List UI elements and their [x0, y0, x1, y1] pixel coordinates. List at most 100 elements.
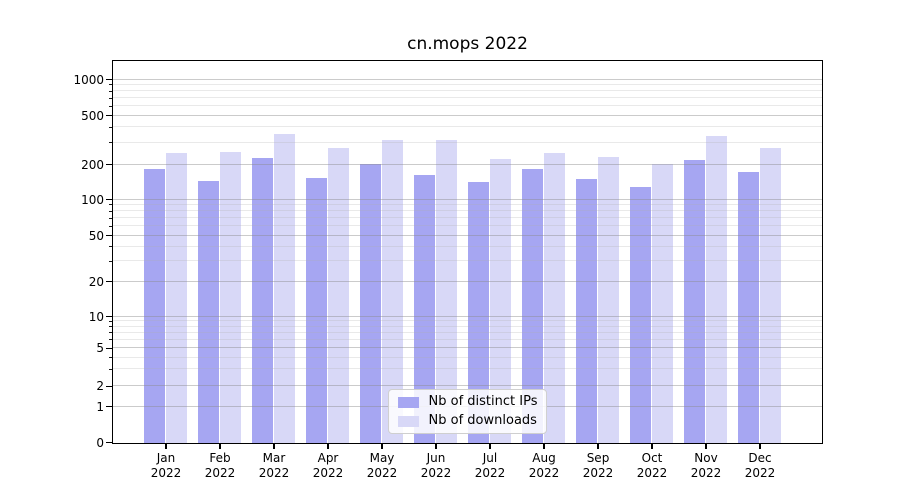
y-minor-tick-mark — [108, 210, 112, 212]
chart-title: cn.mops 2022 — [407, 34, 528, 54]
x-tick-month: Oct — [641, 450, 663, 465]
bar-downloads — [273, 134, 295, 443]
bar-distinct-ips — [414, 174, 436, 443]
y-tick-mark — [106, 78, 112, 81]
legend: Nb of distinct IPs Nb of downloads — [387, 389, 548, 434]
y-tick-label: 20 — [88, 274, 104, 289]
x-tick-month: Feb — [209, 450, 231, 465]
bar-distinct-ips — [522, 169, 544, 443]
x-tick-label: Feb 2022 — [190, 451, 250, 481]
y-minor-tick-mark — [108, 320, 112, 322]
y-minor-tick-mark — [108, 217, 112, 219]
bar-distinct-ips — [468, 181, 490, 443]
x-tick-month: Dec — [748, 450, 772, 465]
y-minor-tick-mark — [108, 368, 112, 370]
x-tick-label: May 2022 — [352, 451, 412, 481]
legend-label-downloads: Nb of downloads — [428, 413, 537, 428]
bar-downloads — [543, 153, 565, 443]
legend-item-downloads: Nb of downloads — [397, 413, 538, 429]
legend-item-distinct-ips: Nb of distinct IPs — [397, 394, 537, 410]
x-tick-mark — [381, 444, 383, 449]
x-tick-label: Nov 2022 — [676, 451, 736, 481]
x-tick-year: 2022 — [582, 465, 614, 480]
bar-downloads — [705, 135, 727, 443]
x-tick-mark — [273, 444, 275, 449]
y-minor-tick-mark — [108, 326, 112, 328]
y-tick-label: 10 — [88, 309, 104, 324]
bars-layer — [113, 61, 822, 443]
x-tick-year: 2022 — [150, 465, 182, 480]
y-minor-tick-mark — [108, 246, 112, 248]
bar-downloads — [489, 158, 511, 443]
x-tick-label: Jul 2022 — [460, 451, 520, 481]
y-tick-mark — [106, 406, 112, 408]
x-tick-mark — [759, 444, 761, 449]
x-tick-label: Dec 2022 — [730, 451, 790, 481]
y-tick-label: 100 — [81, 192, 104, 207]
x-tick-label: Apr 2022 — [298, 451, 358, 481]
plot-area: Nb of distinct IPs Nb of downloads — [112, 60, 823, 444]
y-tick-mark — [106, 315, 112, 318]
y-tick-label: 50 — [88, 228, 104, 243]
y-minor-tick-mark — [108, 260, 112, 262]
y-tick-label: 500 — [81, 108, 104, 123]
y-minor-tick-mark — [108, 90, 112, 92]
bar-distinct-ips — [306, 177, 328, 443]
legend-swatch-distinct-ips-icon — [397, 396, 419, 408]
bar-downloads — [435, 139, 457, 443]
bar-downloads — [165, 153, 187, 443]
bar-downloads — [327, 147, 349, 443]
y-minor-tick-mark — [108, 225, 112, 227]
y-tick-mark — [106, 234, 112, 237]
x-tick-year: 2022 — [420, 465, 452, 480]
x-tick-label: Jan 2022 — [136, 451, 196, 481]
bar-downloads — [651, 164, 673, 443]
x-tick-year: 2022 — [474, 465, 506, 480]
bar-downloads — [597, 157, 619, 443]
x-tick-year: 2022 — [636, 465, 668, 480]
x-tick-month: Jan — [156, 450, 176, 465]
x-tick-mark — [165, 444, 167, 449]
x-tick-mark — [489, 444, 491, 449]
y-tick-mark — [106, 347, 112, 349]
bar-distinct-ips — [144, 168, 166, 443]
y-tick-mark — [106, 385, 112, 387]
y-minor-tick-mark — [108, 142, 112, 144]
x-tick-month: Mar — [262, 450, 286, 465]
bar-downloads — [381, 139, 403, 443]
bar-downloads — [219, 152, 241, 443]
bar-distinct-ips — [198, 181, 220, 443]
x-tick-mark — [327, 444, 329, 449]
x-tick-label: Jun 2022 — [406, 451, 466, 481]
x-tick-mark — [543, 444, 545, 449]
x-tick-year: 2022 — [204, 465, 236, 480]
bar-distinct-ips — [360, 163, 382, 443]
legend-swatch-downloads-icon — [397, 415, 419, 427]
x-tick-year: 2022 — [528, 465, 560, 480]
x-tick-label: Oct 2022 — [622, 451, 682, 481]
y-tick-mark — [106, 198, 112, 201]
x-tick-label: Aug 2022 — [514, 451, 574, 481]
bar-distinct-ips — [576, 178, 598, 443]
x-tick-month: Nov — [694, 450, 718, 465]
y-minor-tick-mark — [108, 84, 112, 86]
x-tick-year: 2022 — [312, 465, 344, 480]
x-tick-month: May — [369, 450, 395, 465]
x-tick-label: Sep 2022 — [568, 451, 628, 481]
x-tick-mark — [219, 444, 221, 449]
y-tick-label: 0 — [96, 435, 104, 450]
y-tick-label: 2 — [96, 379, 104, 394]
x-tick-month: Jul — [482, 450, 498, 465]
x-tick-year: 2022 — [690, 465, 722, 480]
y-tick-mark — [106, 114, 112, 117]
x-tick-mark — [651, 444, 653, 449]
x-tick-mark — [597, 444, 599, 449]
y-minor-tick-mark — [108, 339, 112, 341]
x-tick-year: 2022 — [744, 465, 776, 480]
y-tick-mark — [106, 280, 112, 283]
y-tick-label: 5 — [96, 341, 104, 356]
bar-distinct-ips — [252, 158, 274, 443]
y-minor-tick-mark — [108, 105, 112, 107]
y-minor-tick-mark — [108, 332, 112, 334]
